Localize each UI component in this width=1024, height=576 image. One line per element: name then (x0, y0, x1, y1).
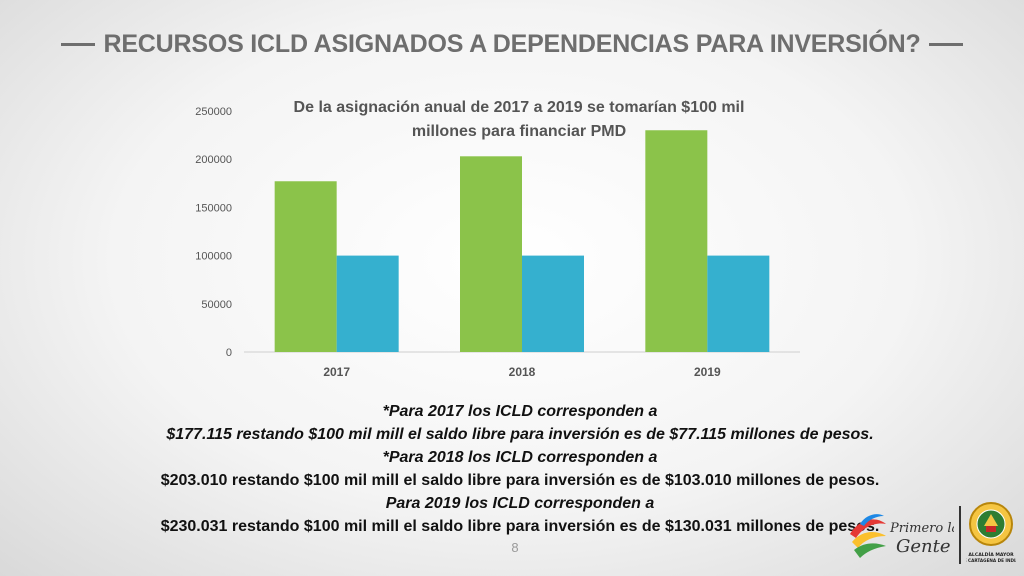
y-tick-label: 0 (226, 347, 232, 359)
x-tick-label: 2018 (509, 365, 536, 379)
note-line: *Para 2018 los ICLD corresponden a (382, 449, 658, 466)
y-tick-label: 200000 (195, 154, 232, 166)
bar-chart: 0 50000 100000 150000 200000 250000 2017 2018 20… (195, 99, 800, 379)
logo-text-gente: Gente (896, 536, 951, 557)
notes-block: *Para 2017 los ICLD corresponden a $177.… (60, 400, 980, 538)
y-tick-label: 50000 (201, 299, 232, 311)
y-tick-label: 250000 (195, 106, 232, 118)
logo-area: Primero la Gente ALCALDÍA MAYOR DE CARTA… (846, 500, 1016, 572)
bar (707, 255, 770, 352)
note-line: $230.031 restando $100 mil mill el saldo… (160, 518, 880, 535)
bar (645, 130, 708, 352)
chart-annotation-line: millones para financiar PMD (412, 123, 626, 140)
bar (274, 181, 337, 352)
slide-title-row: RECURSOS ICLD ASIGNADOS A DEPENDENCIAS P… (0, 30, 1024, 59)
y-tick-label: 150000 (195, 202, 232, 214)
x-tick-label: 2017 (323, 365, 350, 379)
page-number: 8 (511, 540, 519, 555)
note-line: $203.010 restando $100 mil mill el saldo… (160, 472, 880, 489)
title-dash-right (928, 43, 963, 46)
bar (460, 156, 522, 352)
alcaldia-seal: ALCALDÍA MAYOR DE CARTAGENA DE INDIAS (966, 502, 1016, 563)
bar (522, 255, 584, 352)
logo-text-primero: Primero la (889, 521, 954, 536)
title-dash-left (61, 43, 96, 46)
y-tick-label: 100000 (195, 251, 232, 263)
note-line: $177.115 restando $100 mil mill el saldo… (166, 426, 874, 443)
chart-annotation-line: De la asignación anual de 2017 a 2019 se… (294, 99, 745, 116)
primero-la-gente-logo: Primero la Gente (850, 514, 954, 558)
logo-divider (959, 506, 961, 564)
slide-title: RECURSOS ICLD ASIGNADOS A DEPENDENCIAS P… (103, 30, 921, 58)
seal-text-line: DE CARTAGENA DE INDIAS (966, 558, 1016, 563)
x-tick-label: 2019 (694, 365, 721, 379)
note-line: Para 2019 los ICLD corresponden a (385, 495, 655, 512)
bar (336, 255, 399, 352)
note-line: *Para 2017 los ICLD corresponden a (382, 403, 658, 420)
seal-text-line: ALCALDÍA MAYOR (968, 550, 1014, 558)
